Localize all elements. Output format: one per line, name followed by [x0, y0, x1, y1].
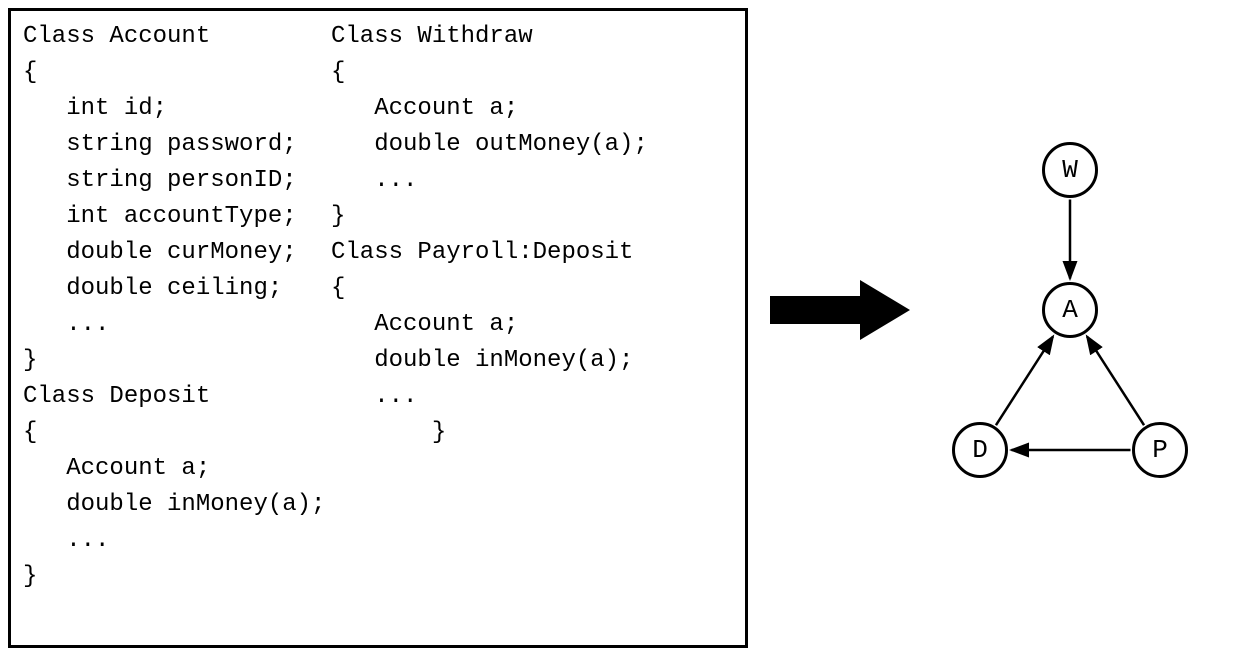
- graph-node-A: A: [1042, 282, 1098, 338]
- graph-node-W: W: [1042, 142, 1098, 198]
- edge-P-A: [1087, 336, 1144, 425]
- graph-node-D: D: [952, 422, 1008, 478]
- graph-node-P: P: [1132, 422, 1188, 478]
- diagram-container: Class Account { int id; string password;…: [0, 0, 1240, 658]
- transform-arrow: [770, 280, 910, 340]
- code-right-column: Class Withdraw { Account a; double outMo…: [331, 19, 648, 451]
- dependency-graph: W A D P: [920, 110, 1220, 530]
- code-box: Class Account { int id; string password;…: [8, 8, 748, 648]
- arrow-icon: [770, 280, 910, 340]
- edge-D-A: [996, 336, 1053, 425]
- code-left-column: Class Account { int id; string password;…: [23, 19, 325, 595]
